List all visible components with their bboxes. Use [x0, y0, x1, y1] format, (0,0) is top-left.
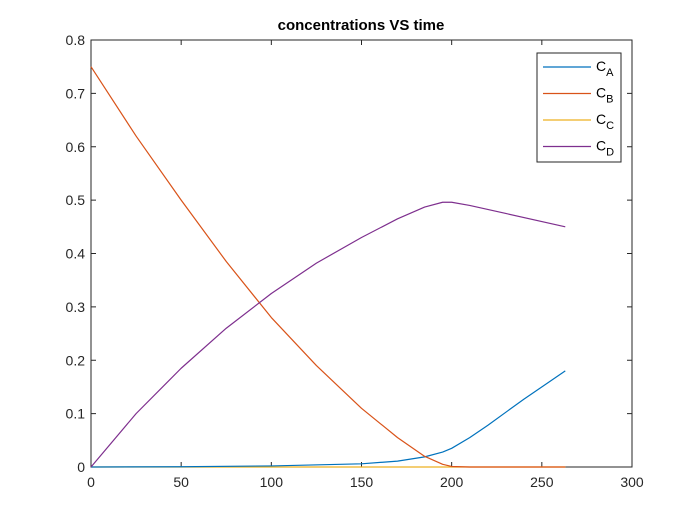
legend-label-name: C [596, 58, 606, 74]
legend-label-sub: A [606, 67, 614, 79]
legend-label: CD [596, 138, 614, 159]
y-tick-label: 0.5 [66, 192, 86, 208]
x-tick-label: 200 [440, 474, 464, 490]
legend-label: CC [596, 111, 614, 132]
y-tick-label: 0.1 [66, 406, 86, 422]
x-tick-label: 300 [620, 474, 644, 490]
legend-label: CA [596, 58, 614, 79]
y-tick-label: 0.7 [66, 85, 86, 101]
x-tick-label: 0 [87, 474, 95, 490]
y-tick-label: 0.2 [66, 352, 86, 368]
legend-label-name: C [596, 111, 606, 127]
series-line-cd [90, 201, 566, 468]
x-tick-label: 150 [350, 474, 374, 490]
series-line-ca [90, 370, 566, 468]
y-tick-label: 0 [77, 459, 85, 475]
legend-label-name: C [596, 85, 606, 101]
legend-label-sub: D [606, 147, 614, 159]
legend-label-sub: B [606, 94, 613, 106]
legend-label-sub: C [606, 120, 614, 132]
x-tick-label: 100 [260, 474, 284, 490]
series-line-cb [90, 66, 566, 468]
y-tick-label: 0.8 [66, 32, 86, 48]
x-tick-label: 250 [530, 474, 554, 490]
legend-label: CB [596, 85, 613, 106]
y-tick-label: 0.3 [66, 299, 86, 315]
y-tick-label: 0.4 [66, 246, 86, 262]
legend-label-name: C [596, 138, 606, 154]
y-tick-label: 0.6 [66, 139, 86, 155]
chart-title: concentrations VS time [278, 17, 445, 34]
legend-box [536, 52, 622, 163]
x-tick-label: 50 [173, 474, 189, 490]
